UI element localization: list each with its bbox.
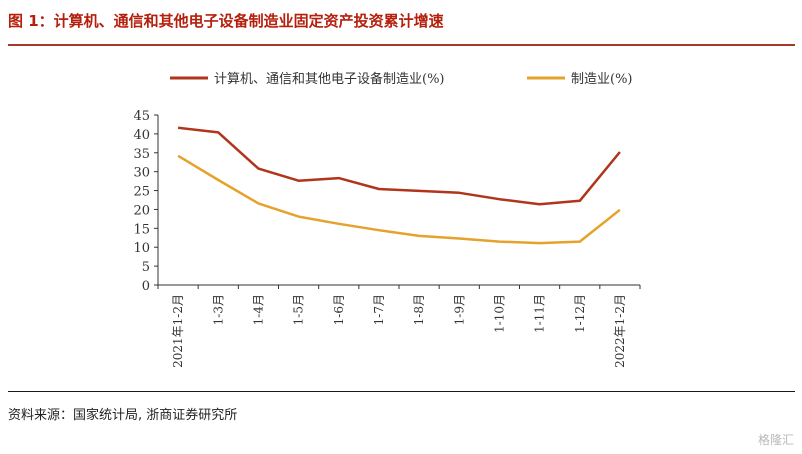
y-tick-label: 35	[133, 147, 150, 162]
x-tick-label: 1-8月	[412, 294, 426, 325]
x-tick-label: 1-10月	[492, 294, 506, 333]
y-tick-label: 5	[142, 260, 150, 275]
x-tick-label: 1-9月	[452, 294, 466, 325]
x-tick-labels: 2021年1-2月 1-3月 1-4月 1-5月 1-6月 1-7月 1-8月 1-9月 1-1…	[171, 294, 627, 368]
y-tick-label: 45	[133, 109, 150, 124]
y-tick-label: 20	[133, 203, 150, 218]
x-tick-label: 1-11月	[533, 294, 547, 333]
legend-label-1: 计算机、通信和其他电子设备制造业(%)	[214, 71, 445, 87]
series-line-1	[177, 126, 621, 206]
series-line-2	[177, 154, 621, 245]
x-tick-label: 2022年1-2月	[613, 294, 627, 368]
y-tick-label: 40	[133, 128, 150, 143]
y-tick-label: 0	[142, 279, 150, 294]
y-tick-label: 30	[133, 166, 150, 181]
watermark-logo: 格隆汇	[757, 433, 794, 447]
y-tick-label: 15	[133, 222, 150, 237]
x-tick-label: 1-7月	[372, 294, 386, 325]
y-tick-label: 10	[133, 241, 150, 256]
x-tick-label: 1-4月	[251, 294, 265, 325]
y-tick-labels: 0 5 10 15 20 25 30 35 40 45	[133, 109, 150, 294]
figure-title: 图 1：计算机、通信和其他电子设备制造业固定资产投资累计增速	[8, 12, 444, 30]
x-tick-label: 1-5月	[292, 294, 306, 325]
x-tick-label: 2021年1-2月	[171, 294, 185, 368]
source-divider	[8, 391, 795, 392]
chart-legend: 计算机、通信和其他电子设备制造业(%) 制造业(%)	[170, 71, 633, 87]
x-tick-label: 1-12月	[573, 294, 587, 333]
y-tick-label: 25	[133, 185, 150, 200]
source-note: 资料来源：国家统计局, 浙商证券研究所	[8, 408, 238, 423]
chart-axes	[154, 114, 641, 289]
x-tick-label: 1-3月	[211, 294, 225, 325]
legend-label-2: 制造业(%)	[571, 72, 633, 87]
x-tick-label: 1-6月	[332, 294, 346, 325]
chart-series	[177, 126, 621, 245]
title-divider	[8, 44, 795, 46]
